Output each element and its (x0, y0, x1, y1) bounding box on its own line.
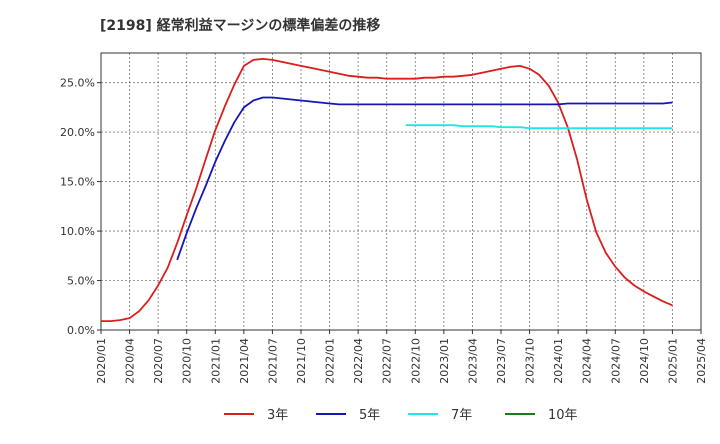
y-tick-label: 0.0% (67, 324, 95, 337)
y-tick-label: 5.0% (67, 275, 95, 288)
chart-title: [2198] 経常利益マージンの標準偏差の推移 (100, 17, 380, 34)
x-tick-label: 2021/01 (209, 338, 222, 384)
x-tick-label: 2022/04 (352, 338, 365, 384)
plot-frame (100, 52, 702, 331)
legend-label-1: 3年 (267, 408, 288, 423)
y-tick-label: 25.0% (60, 77, 95, 90)
y-tick-label: 20.0% (60, 126, 95, 139)
x-axis: 2020/01 2020/04 2020/07 2020/10 2021/01 2021/… (95, 330, 708, 384)
x-tick-label: 2024/10 (638, 338, 651, 384)
x-tick-label: 2021/04 (238, 338, 251, 384)
x-tick-label: 2020/07 (152, 338, 165, 384)
x-tick-label: 2025/01 (666, 338, 679, 384)
x-tick-label: 2025/04 (695, 338, 708, 384)
series-group (101, 58, 673, 323)
x-tick-label: 2024/01 (552, 338, 565, 384)
x-tick-label: 2021/10 (295, 338, 308, 384)
x-tick-label: 2022/01 (324, 338, 337, 384)
x-tick-label: 2023/04 (466, 338, 479, 384)
legend-label-2: 5年 (359, 408, 380, 423)
x-tick-label: 2020/01 (95, 338, 108, 384)
x-tick-label: 2022/10 (409, 338, 422, 384)
x-tick-label: 2021/07 (266, 338, 279, 384)
legend: 3年 5年 7年 10年 (224, 408, 578, 423)
x-tick-label: 2024/04 (581, 338, 594, 384)
grid-lines (101, 53, 701, 330)
x-tick-label: 2023/10 (524, 338, 537, 384)
series-line-1 (101, 58, 673, 323)
y-tick-label: 15.0% (60, 176, 95, 189)
x-tick-label: 2023/01 (438, 338, 451, 384)
x-tick-label: 2020/10 (181, 338, 194, 384)
x-tick-label: 2024/07 (609, 338, 622, 384)
x-tick-label: 2020/04 (124, 338, 137, 384)
y-tick-label: 10.0% (60, 225, 95, 238)
series-line-3 (405, 124, 673, 130)
x-tick-label: 2022/07 (381, 338, 394, 384)
legend-label-3: 7年 (451, 408, 472, 423)
y-axis: 0.0% 5.0% 10.0% 15.0% 20.0% 25.0% (60, 77, 101, 337)
x-tick-label: 2023/07 (495, 338, 508, 384)
series-line-2 (176, 96, 673, 261)
legend-label-4: 10年 (548, 408, 578, 423)
